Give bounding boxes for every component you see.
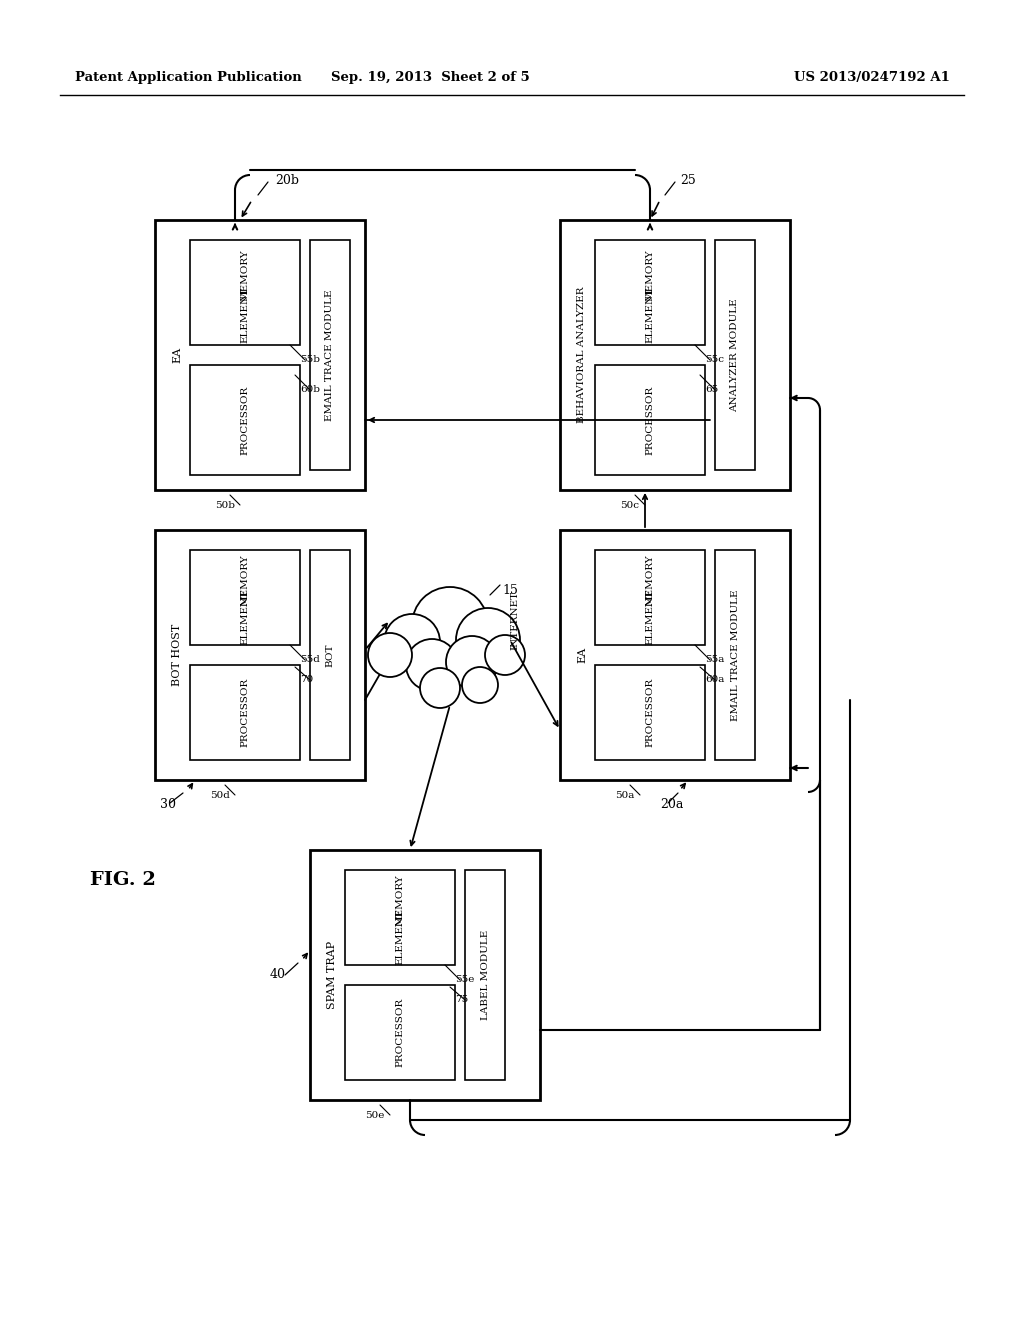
Bar [190,366,300,475]
Bar [190,240,300,345]
Text: ANALYZER MODULE: ANALYZER MODULE [730,298,739,412]
Bar [190,550,300,645]
Text: ELEMENT: ELEMENT [241,286,250,343]
Circle shape [456,609,520,672]
Text: 55a: 55a [705,656,724,664]
Bar [345,985,455,1080]
Text: EA: EA [577,647,587,663]
Bar [595,665,705,760]
Text: Patent Application Publication: Patent Application Publication [75,71,302,84]
Text: 30: 30 [160,799,176,812]
Text: MEMORY: MEMORY [395,874,404,925]
Text: 65: 65 [705,385,718,395]
Circle shape [412,587,488,663]
Bar [715,550,755,760]
Text: PROCESSOR: PROCESSOR [241,385,250,454]
Text: 50d: 50d [210,791,229,800]
Text: BOT HOST: BOT HOST [172,624,182,686]
Text: BEHAVIORAL ANALYZER: BEHAVIORAL ANALYZER [578,286,587,424]
Text: 60b: 60b [300,385,319,395]
Text: 50a: 50a [615,791,635,800]
Text: 25: 25 [680,173,695,186]
Bar [310,550,350,760]
Text: 55d: 55d [300,656,319,664]
Bar [155,531,365,780]
Text: 60a: 60a [705,676,724,685]
Text: 55e: 55e [455,975,474,985]
Text: MEMORY: MEMORY [241,554,250,606]
Bar [560,531,790,780]
Circle shape [420,668,460,708]
Text: 20a: 20a [660,799,683,812]
Circle shape [485,635,525,675]
Text: MEMORY: MEMORY [241,249,250,301]
Bar [345,870,455,965]
Text: BOT: BOT [326,643,335,667]
Bar [465,870,505,1080]
Bar [560,220,790,490]
Text: 55c: 55c [705,355,724,364]
Text: INTERNET: INTERNET [511,590,519,649]
Text: 50e: 50e [365,1110,384,1119]
Text: SPAM TRAP: SPAM TRAP [327,941,337,1008]
Bar [595,240,705,345]
Circle shape [384,614,440,671]
Text: 55b: 55b [300,355,319,364]
Text: PROCESSOR: PROCESSOR [395,998,404,1067]
Text: 40: 40 [270,969,286,982]
Text: EA: EA [172,347,182,363]
Text: ELEMENT: ELEMENT [645,589,654,645]
Text: MEMORY: MEMORY [645,554,654,606]
Circle shape [406,639,458,690]
Text: PROCESSOR: PROCESSOR [241,677,250,747]
Text: FIG. 2: FIG. 2 [90,871,156,888]
Bar [310,240,350,470]
Text: 15: 15 [502,583,518,597]
Bar [715,240,755,470]
Bar [190,665,300,760]
Text: 50c: 50c [620,500,639,510]
Text: 75: 75 [455,995,468,1005]
Text: 50b: 50b [215,500,234,510]
Circle shape [368,634,412,677]
Text: PROCESSOR: PROCESSOR [645,677,654,747]
Text: 20b: 20b [275,173,299,186]
Text: EMAIL TRACE MODULE: EMAIL TRACE MODULE [326,289,335,421]
Text: US 2013/0247192 A1: US 2013/0247192 A1 [795,71,950,84]
Circle shape [462,667,498,704]
Text: EMAIL TRACE MODULE: EMAIL TRACE MODULE [730,589,739,721]
Circle shape [446,636,498,688]
Bar [595,366,705,475]
Text: PROCESSOR: PROCESSOR [645,385,654,454]
Text: MEMORY: MEMORY [645,249,654,301]
Text: Sep. 19, 2013  Sheet 2 of 5: Sep. 19, 2013 Sheet 2 of 5 [331,71,529,84]
Bar [595,550,705,645]
Text: ELEMENT: ELEMENT [395,909,404,965]
Bar [310,850,540,1100]
Text: 70: 70 [300,676,313,685]
Text: LABEL MODULE: LABEL MODULE [480,929,489,1020]
Text: ELEMENT: ELEMENT [241,589,250,645]
Text: ELEMENT: ELEMENT [645,286,654,343]
Bar [155,220,365,490]
